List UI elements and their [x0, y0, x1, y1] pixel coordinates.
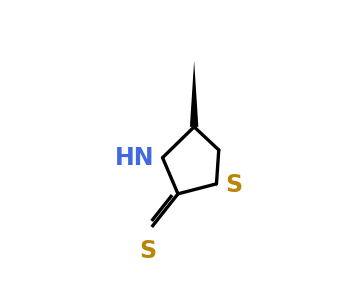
Text: HN: HN — [115, 146, 155, 170]
Polygon shape — [190, 61, 198, 127]
Text: S: S — [139, 239, 156, 263]
Text: S: S — [225, 173, 242, 197]
